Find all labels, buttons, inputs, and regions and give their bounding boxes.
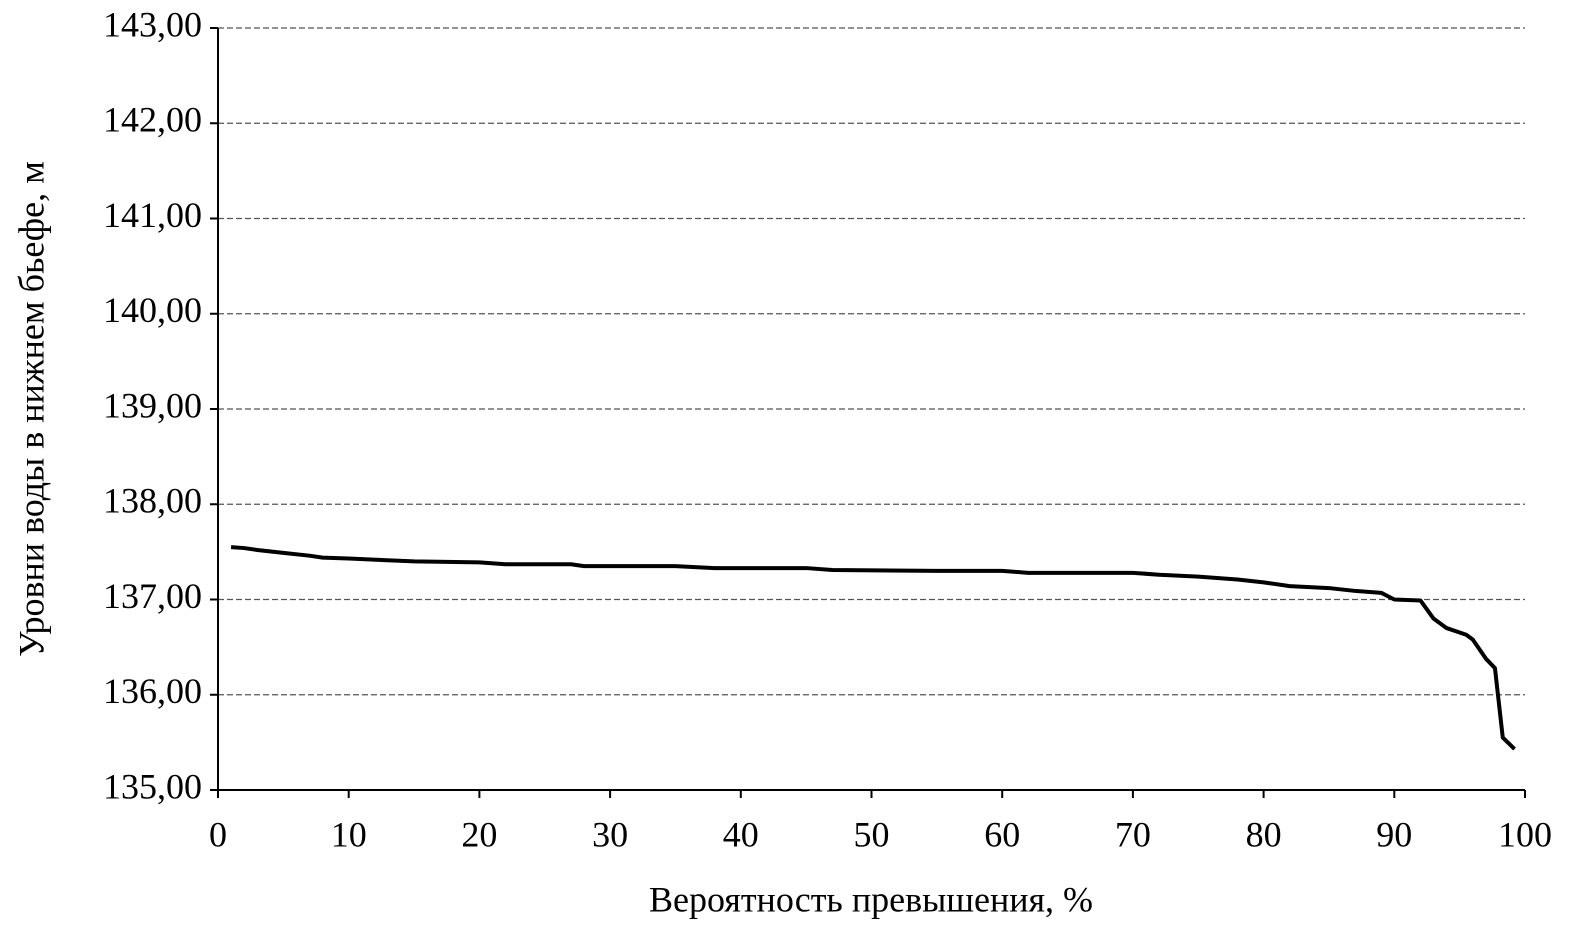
y-tick-label: 139,00 <box>103 385 202 425</box>
x-tick-label: 100 <box>1498 814 1552 854</box>
y-tick-label: 138,00 <box>103 481 202 521</box>
x-tick-label: 90 <box>1376 814 1412 854</box>
x-tick-label: 0 <box>209 814 227 854</box>
y-tick-label: 142,00 <box>103 100 202 140</box>
y-tick-label: 136,00 <box>103 671 202 711</box>
x-tick-label: 50 <box>854 814 890 854</box>
y-axis-label: Уровни воды в нижнем бьефе, м <box>11 161 51 657</box>
x-tick-label: 80 <box>1246 814 1282 854</box>
x-tick-label: 60 <box>984 814 1020 854</box>
y-tick-label: 140,00 <box>103 290 202 330</box>
x-tick-label: 20 <box>461 814 497 854</box>
x-tick-label: 40 <box>723 814 759 854</box>
y-tick-label: 135,00 <box>103 766 202 806</box>
x-axis-label: Вероятность превышения, % <box>649 879 1093 919</box>
y-tick-label: 137,00 <box>103 576 202 616</box>
data-line <box>230 545 1516 751</box>
x-tick-label: 10 <box>331 814 367 854</box>
y-tick-label: 141,00 <box>103 195 202 235</box>
y-tick-label: 143,00 <box>103 4 202 44</box>
x-tick-label: 70 <box>1115 814 1151 854</box>
x-tick-label: 30 <box>592 814 628 854</box>
